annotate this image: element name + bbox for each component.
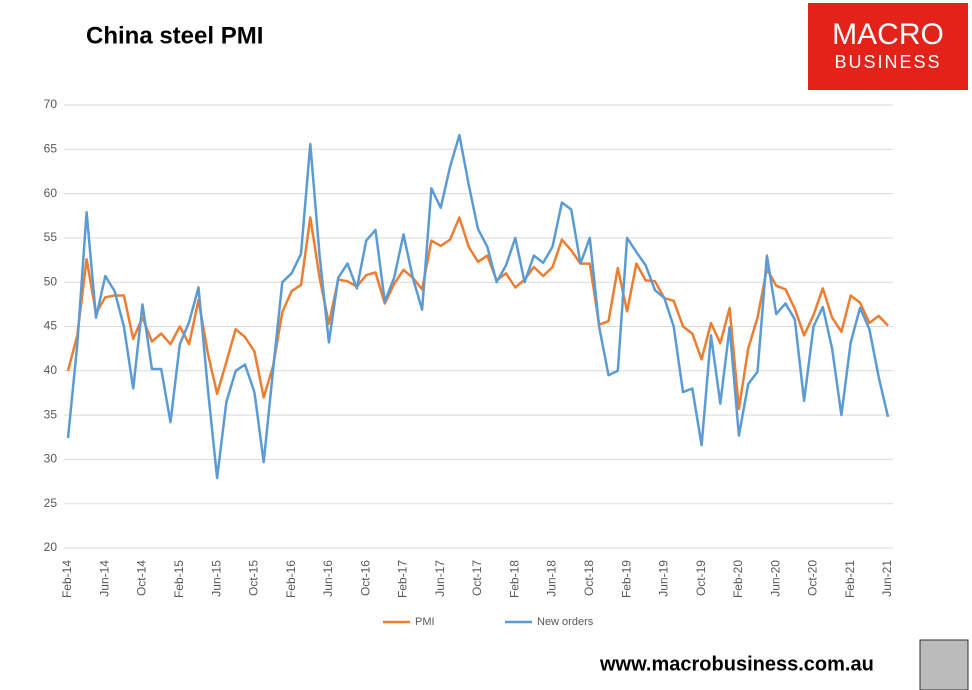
fox-icon (919, 639, 969, 690)
y-tick-label: 35 (44, 407, 58, 421)
x-tick-label: Oct-18 (582, 560, 596, 596)
x-tick-label: Oct-16 (358, 560, 372, 596)
x-tick-label: Jun-21 (880, 560, 894, 597)
legend-label: New orders (537, 616, 594, 628)
logo-text: BUSINESS (834, 52, 941, 72)
x-tick-label: Jun-18 (545, 560, 559, 597)
series-line (66, 216, 889, 411)
x-tick-label: Feb-15 (172, 560, 186, 598)
y-tick-label: 45 (44, 319, 58, 333)
x-tick-label: Oct-15 (247, 560, 261, 596)
y-tick-label: 25 (44, 496, 58, 510)
x-tick-label: Feb-17 (396, 560, 410, 598)
y-tick-label: 70 (44, 97, 58, 111)
x-tick-label: Oct-14 (135, 560, 149, 596)
x-tick-label: Feb-16 (284, 560, 298, 598)
x-tick-label: Jun-20 (768, 560, 782, 597)
x-tick-label: Feb-18 (507, 560, 521, 598)
y-tick-label: 20 (44, 540, 58, 554)
y-tick-label: 50 (44, 274, 58, 288)
logo-text: MACRO (832, 18, 944, 51)
x-tick-label: Feb-21 (843, 560, 857, 598)
y-tick-label: 65 (44, 141, 58, 155)
series-line (66, 133, 890, 480)
footer-url: www.macrobusiness.com.au (599, 653, 874, 675)
x-tick-label: Jun-16 (321, 560, 335, 597)
x-tick-label: Feb-19 (619, 560, 633, 598)
x-tick-label: Jun-15 (209, 560, 223, 597)
x-tick-label: Oct-19 (694, 560, 708, 596)
x-tick-label: Oct-20 (806, 560, 820, 596)
x-tick-label: Feb-14 (60, 560, 74, 598)
x-tick-label: Jun-19 (657, 560, 671, 597)
x-tick-label: Feb-20 (731, 560, 745, 598)
chart-title: China steel PMI (86, 22, 263, 49)
legend-label: PMI (415, 616, 435, 628)
logo-box (808, 3, 968, 90)
y-tick-label: 30 (44, 452, 58, 466)
x-tick-label: Jun-17 (433, 560, 447, 597)
y-tick-label: 40 (44, 363, 58, 377)
y-tick-label: 60 (44, 186, 58, 200)
x-tick-label: Oct-17 (470, 560, 484, 596)
y-tick-label: 55 (44, 230, 58, 244)
x-tick-label: Jun-14 (97, 560, 111, 597)
